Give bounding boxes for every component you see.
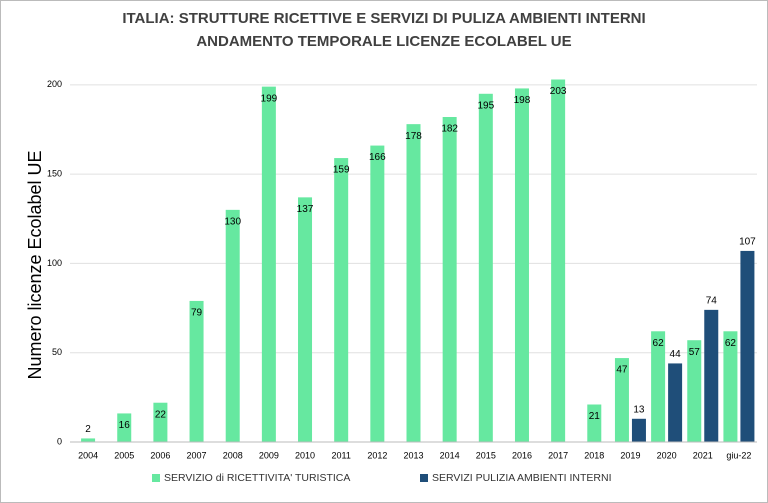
value-label: 107 <box>739 237 756 248</box>
value-label: 22 <box>155 409 167 420</box>
bar <box>587 404 602 442</box>
x-tick-label: 2008 <box>223 450 243 460</box>
value-label: 182 <box>441 124 458 135</box>
y-tick-label: 100 <box>47 258 62 268</box>
bar <box>723 331 738 442</box>
chart-title: ITALIA: STRUTTURE RICETTIVE E SERVIZI DI… <box>122 10 645 27</box>
value-label: 198 <box>514 95 531 106</box>
y-axis-label: Numero licenze Ecolabel UE <box>25 150 45 379</box>
bar <box>668 363 683 442</box>
x-tick-label: 2014 <box>440 450 460 460</box>
x-tick-label: 2005 <box>114 450 134 460</box>
y-tick-label: 50 <box>52 347 62 357</box>
value-label: 178 <box>405 131 422 142</box>
x-tick-label: giu-22 <box>726 450 751 460</box>
x-tick-label: 2004 <box>78 450 98 460</box>
value-label: 13 <box>633 404 645 415</box>
value-label: 74 <box>706 295 718 306</box>
x-tick-label: 2013 <box>403 450 423 460</box>
bar <box>551 79 566 442</box>
x-tick-label: 2009 <box>259 450 279 460</box>
bar <box>614 358 629 442</box>
bar <box>189 300 204 442</box>
x-tick-label: 2021 <box>693 450 713 460</box>
legend-label: SERVIZI PULIZIA AMBIENTI INTERNI <box>432 472 612 484</box>
value-label: 47 <box>616 365 628 376</box>
x-tick-label: 2012 <box>367 450 387 460</box>
x-tick-label: 2018 <box>584 450 604 460</box>
value-label: 2 <box>85 424 91 435</box>
bar <box>117 413 132 442</box>
bar <box>740 250 755 442</box>
bar <box>298 197 313 442</box>
x-tick-label: 2006 <box>150 450 170 460</box>
value-label: 203 <box>550 86 567 97</box>
x-tick-label: 2017 <box>548 450 568 460</box>
bar <box>704 309 719 442</box>
legend-label: SERVIZIO di RICETTIVITA' TURISTICA <box>164 472 350 484</box>
x-tick-label: 2019 <box>620 450 640 460</box>
y-tick-label: 150 <box>47 169 62 179</box>
y-tick-label: 200 <box>47 79 62 89</box>
value-label: 137 <box>297 204 314 215</box>
value-label: 79 <box>191 308 203 319</box>
chart-subtitle: ANDAMENTO TEMPORALE LICENZE ECOLABEL UE <box>196 33 571 50</box>
value-label: 57 <box>689 347 701 358</box>
bar <box>514 88 529 442</box>
bar <box>261 86 276 443</box>
x-tick-label: 2015 <box>476 450 496 460</box>
bar <box>225 209 240 442</box>
legend-swatch <box>420 474 428 482</box>
bar <box>442 117 457 442</box>
bar <box>406 124 421 443</box>
x-tick-label: 2016 <box>512 450 532 460</box>
x-tick-label: 2020 <box>657 450 677 460</box>
value-label: 195 <box>477 100 494 111</box>
value-label: 62 <box>725 338 737 349</box>
x-tick-label: 2010 <box>295 450 315 460</box>
value-label: 199 <box>261 93 278 104</box>
value-label: 44 <box>670 349 682 360</box>
value-label: 62 <box>653 338 665 349</box>
value-label: 16 <box>119 420 131 431</box>
bar <box>370 145 385 443</box>
bar <box>687 340 702 442</box>
bar <box>334 158 349 443</box>
y-tick-label: 0 <box>57 436 62 446</box>
bar <box>153 402 168 442</box>
x-tick-label: 2011 <box>332 450 351 460</box>
value-label: 159 <box>333 165 350 176</box>
bar <box>631 418 646 442</box>
legend-swatch <box>152 474 160 482</box>
x-tick-label: 2007 <box>187 450 207 460</box>
bar <box>81 438 96 442</box>
value-label: 21 <box>589 411 601 422</box>
value-label: 166 <box>369 152 386 163</box>
value-label: 130 <box>224 216 241 227</box>
bar <box>651 331 666 442</box>
bar <box>478 93 493 443</box>
